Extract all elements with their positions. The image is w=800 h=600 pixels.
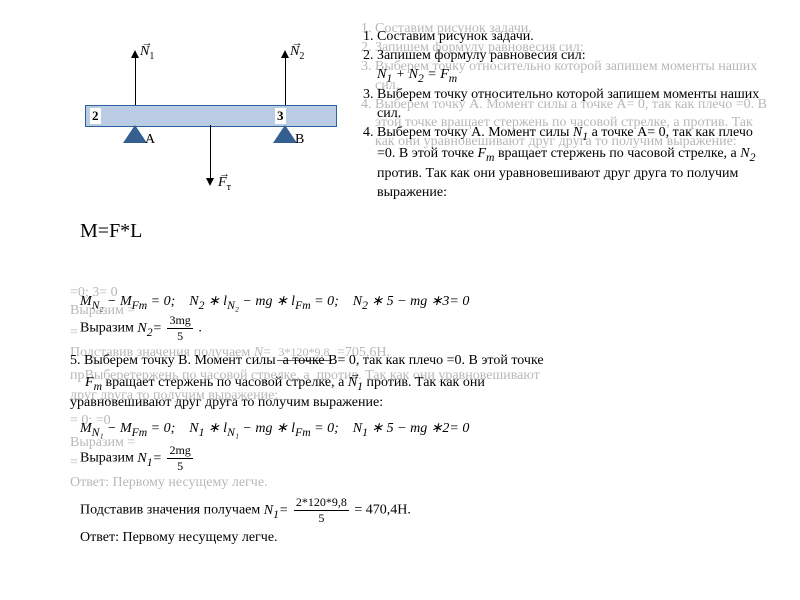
moment-formula: M=F*L — [80, 220, 142, 243]
n2-arrow-head — [281, 50, 289, 58]
box-label-2: 2 — [90, 108, 101, 124]
ft-arrow-head — [206, 178, 214, 186]
eq1-under: = — [70, 325, 78, 341]
n1-arrow-head — [131, 50, 139, 58]
support-a — [123, 125, 147, 143]
para5-line3: уравновешивают друг друга то получим выр… — [70, 395, 770, 411]
eq2-main: MN₁ − MFт = 0; N1 ∗ lN₁ − mg ∗ lFт = 0; … — [80, 420, 469, 439]
step2: Запишем формулу равновесия сил:N1 + N2 =… — [377, 47, 772, 86]
n2-arrow-line — [285, 55, 286, 105]
n1-label: →N1 — [140, 44, 154, 62]
label-a: A — [145, 132, 155, 148]
steps-main: Составим рисунок задачи. Запишем формулу… — [352, 28, 772, 203]
label-b: B — [295, 132, 304, 148]
step2-formula: N1 + N2 = Fт — [377, 67, 457, 82]
step4: Выберем точку A. Момент силы N1 а точке … — [377, 124, 772, 203]
ft-label: →Fт — [218, 175, 231, 193]
step3: Выберем точку относительно которой запиш… — [377, 86, 772, 124]
ft-arrow-line — [210, 125, 211, 180]
n2-label: →N2 — [290, 44, 304, 62]
eq2-under: = — [70, 455, 78, 471]
step1: Составим рисунок задачи. — [377, 28, 772, 47]
physics-diagram: →N1 →N2 →Fт A B 2 3 — [50, 40, 350, 210]
box-label-3: 3 — [275, 108, 286, 124]
eq1-main: MN₂ − MFт = 0; N2 ∗ lN₂ − mg ∗ lFт = 0; … — [80, 293, 469, 312]
eq2-vyrazim: Выразим N1= 2mg5 — [80, 443, 195, 474]
answer-ghost: Ответ: Первому несущему легче. — [70, 475, 268, 491]
beam — [85, 105, 337, 127]
n1-arrow-line — [135, 55, 136, 105]
substitution-line: Подставив значения получаем N1= 2*120*9,… — [80, 495, 411, 526]
para5-main: 5. Выберем точку B. Момент силы а точке … — [70, 353, 770, 369]
support-b — [273, 125, 297, 143]
eq1-vyrazim: Выразим N2= 3mg5 . — [80, 313, 202, 344]
answer: Ответ: Первому несущему легче. — [80, 530, 278, 546]
